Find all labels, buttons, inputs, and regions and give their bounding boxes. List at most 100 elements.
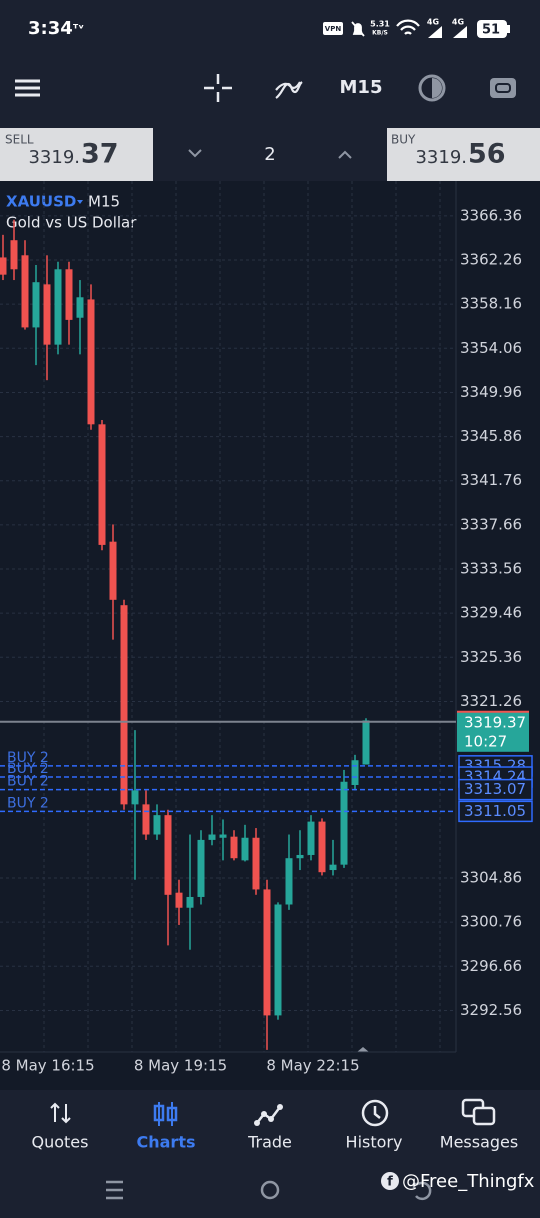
candle-body <box>43 284 51 345</box>
candle-body <box>208 834 216 840</box>
watermark: @Free_Thingfx <box>402 1171 535 1192</box>
order-label: BUY 2 <box>7 774 49 790</box>
order-price-box <box>458 800 533 823</box>
vpn-badge <box>323 22 343 35</box>
nav-item[interactable]: Charts <box>137 1133 196 1152</box>
trade-icon-dot <box>277 1104 283 1110</box>
candle-body <box>142 804 150 835</box>
nav-item[interactable]: Messages <box>440 1133 518 1152</box>
candle-body <box>54 269 62 345</box>
candle-body <box>164 815 172 895</box>
y-tick-label: 3358.16 <box>460 295 522 313</box>
sell-label: SELL <box>5 133 34 147</box>
candle-body <box>219 834 227 838</box>
sell-price-suffix: 37 <box>81 139 119 170</box>
y-tick-label: 3296.66 <box>460 957 522 975</box>
y-tick-label: 3304.86 <box>460 869 522 887</box>
order-label: BUY 2 <box>7 795 49 811</box>
y-tick-label: 3325.36 <box>460 648 522 666</box>
current-price-box <box>457 711 529 752</box>
y-tick-label: 3362.26 <box>460 251 522 269</box>
battery-tip <box>507 25 510 33</box>
timeframe-button[interactable]: M15 <box>340 77 383 98</box>
volume-down[interactable] <box>188 149 202 158</box>
candle-body <box>329 864 337 871</box>
nav-item[interactable]: Trade <box>247 1133 292 1152</box>
signal-2 <box>453 26 467 38</box>
trade-icon[interactable] <box>256 1106 281 1124</box>
candle-body <box>10 240 18 270</box>
y-tick-label: 3337.66 <box>460 515 522 533</box>
watermark-icon-letter: f <box>387 1175 393 1190</box>
y-tick-label: 3292.56 <box>460 1001 522 1019</box>
bottom-bg <box>0 1090 540 1218</box>
y-tick-label: 3366.36 <box>460 206 522 224</box>
candle-body <box>153 815 161 835</box>
candle-body <box>252 837 260 890</box>
top-bg <box>0 0 540 128</box>
status-icon: ᵀᵛ <box>73 22 84 36</box>
candle-body <box>307 821 315 855</box>
battery-level: 51 <box>482 23 500 38</box>
trade-icon-dot <box>261 1111 267 1117</box>
speed-unit: KB/S <box>372 30 388 37</box>
candle-body <box>340 781 348 865</box>
order-price-box <box>458 778 533 801</box>
buy-button[interactable] <box>387 128 540 181</box>
volume[interactable]: 2 <box>264 144 275 165</box>
objects-button[interactable] <box>418 74 446 102</box>
chart-timeframe: M15 <box>88 193 120 211</box>
recents-button[interactable] <box>106 1180 123 1200</box>
battery <box>477 20 507 38</box>
charts-icon-body <box>166 1106 178 1122</box>
symbol: XAUUSD <box>6 193 76 211</box>
trade-icon-dot <box>268 1116 274 1122</box>
x-tick-label: 8 May 19:15 <box>134 1057 227 1075</box>
candle-body <box>87 299 95 425</box>
order-price-label: 3311.05 <box>464 802 526 820</box>
candle-body <box>76 297 84 318</box>
scroll-marker <box>357 1047 369 1052</box>
sell-button[interactable] <box>0 128 153 181</box>
crosshair-button[interactable] <box>204 74 232 102</box>
symbol-dropdown[interactable] <box>77 200 83 204</box>
candle-body <box>0 257 7 275</box>
candle-body <box>109 541 117 600</box>
symbol-description: Gold vs US Dollar <box>6 214 137 232</box>
quotes-icon[interactable] <box>50 1102 71 1124</box>
buy-price-suffix: 56 <box>468 139 506 170</box>
y-tick-label: 3341.76 <box>460 471 522 489</box>
signal-1 <box>428 26 442 38</box>
nav-item[interactable]: Quotes <box>32 1133 89 1152</box>
objects-fill <box>432 78 442 98</box>
sell-price-prefix: 3319. <box>28 147 80 168</box>
y-tick-label: 3321.26 <box>460 692 522 710</box>
candle-body <box>120 605 128 805</box>
indicators-button[interactable] <box>275 81 303 99</box>
candle-body <box>98 424 106 545</box>
wifi-icon <box>396 19 420 35</box>
candle-body <box>351 760 359 785</box>
order-label: BUY 2 <box>7 761 49 777</box>
trade-button[interactable] <box>490 78 516 98</box>
candle-body <box>241 837 249 861</box>
candle-body <box>285 858 293 905</box>
current-price-label: 3319.37 <box>464 713 526 731</box>
candle-body <box>296 854 304 859</box>
y-tick-label: 3349.96 <box>460 383 522 401</box>
back-button[interactable] <box>412 1181 432 1201</box>
candle-body <box>131 790 139 805</box>
net-2: 4G <box>452 18 464 27</box>
clock: 3:34 <box>28 18 73 39</box>
home-button[interactable] <box>260 1180 280 1200</box>
order-price-label: 3313.07 <box>464 780 526 798</box>
menu-button[interactable] <box>15 79 40 97</box>
y-tick-label: 3300.76 <box>460 913 522 931</box>
y-tick-label: 3329.46 <box>460 604 522 622</box>
history-icon[interactable] <box>361 1099 389 1127</box>
volume-up[interactable] <box>338 150 352 159</box>
nav-item[interactable]: History <box>346 1133 403 1152</box>
y-tick-label: 3345.86 <box>460 427 522 445</box>
